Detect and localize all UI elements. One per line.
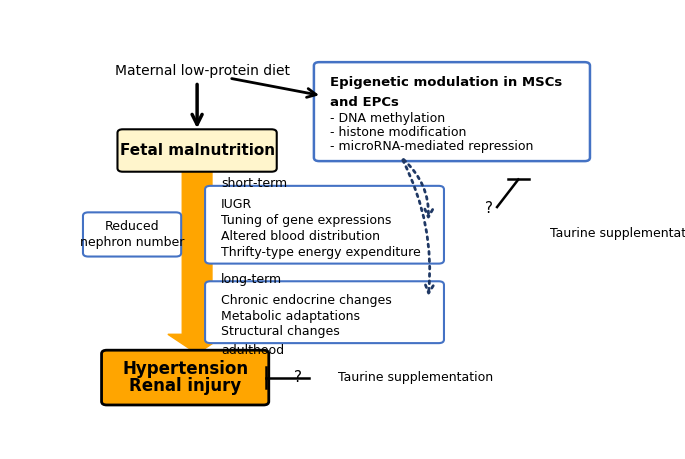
Text: short-term: short-term bbox=[221, 177, 287, 190]
Text: Fetal malnutrition: Fetal malnutrition bbox=[120, 143, 275, 158]
Text: Metabolic adaptations: Metabolic adaptations bbox=[221, 309, 360, 323]
Text: Structural changes: Structural changes bbox=[221, 325, 340, 338]
Text: Altered blood distribution: Altered blood distribution bbox=[221, 230, 380, 243]
Text: ?: ? bbox=[485, 202, 493, 216]
Text: Taurine supplementation: Taurine supplementation bbox=[550, 227, 685, 240]
FancyBboxPatch shape bbox=[205, 186, 444, 263]
Text: nephron number: nephron number bbox=[80, 236, 184, 249]
Text: Taurine supplementation: Taurine supplementation bbox=[338, 371, 493, 384]
Text: Maternal low-protein diet: Maternal low-protein diet bbox=[115, 64, 290, 78]
Text: Thrifty-type energy expenditure: Thrifty-type energy expenditure bbox=[221, 246, 421, 259]
Text: adulthood: adulthood bbox=[221, 344, 284, 358]
Text: Epigenetic modulation in MSCs: Epigenetic modulation in MSCs bbox=[329, 76, 562, 90]
FancyBboxPatch shape bbox=[205, 281, 444, 343]
Text: ?: ? bbox=[294, 370, 302, 385]
FancyBboxPatch shape bbox=[83, 213, 181, 257]
Text: Renal injury: Renal injury bbox=[129, 377, 241, 395]
Text: long-term: long-term bbox=[221, 273, 282, 286]
Text: - histone modification: - histone modification bbox=[329, 126, 466, 139]
Text: Reduced: Reduced bbox=[105, 220, 160, 233]
Polygon shape bbox=[168, 168, 226, 354]
Text: Tuning of gene expressions: Tuning of gene expressions bbox=[221, 214, 391, 227]
FancyBboxPatch shape bbox=[314, 62, 590, 161]
Text: - DNA methylation: - DNA methylation bbox=[329, 112, 445, 125]
Text: Hypertension: Hypertension bbox=[122, 360, 248, 378]
Text: Chronic endocrine changes: Chronic endocrine changes bbox=[221, 294, 392, 307]
FancyBboxPatch shape bbox=[101, 350, 269, 405]
Text: IUGR: IUGR bbox=[221, 198, 252, 211]
Text: and EPCs: and EPCs bbox=[329, 96, 399, 109]
FancyBboxPatch shape bbox=[118, 129, 277, 172]
Text: - microRNA-mediated repression: - microRNA-mediated repression bbox=[329, 140, 533, 153]
